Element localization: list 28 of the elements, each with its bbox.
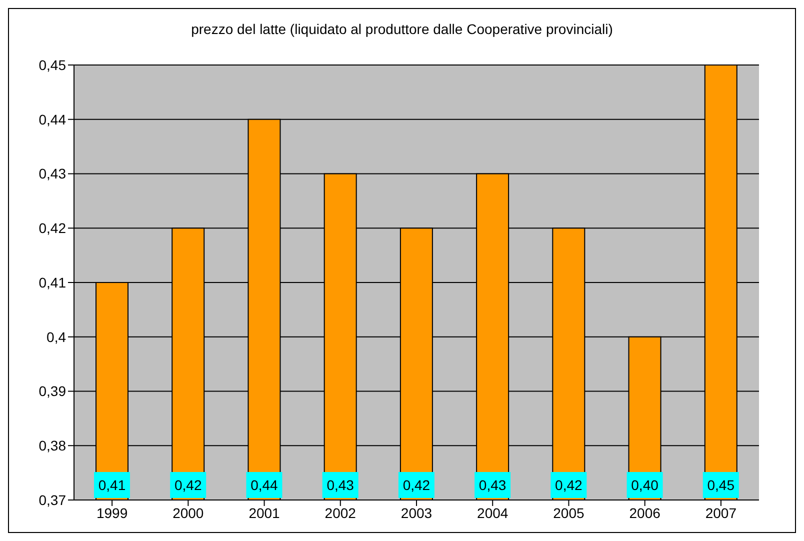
x-tick-label: 2007 xyxy=(705,504,737,521)
y-tick-label: 0,41 xyxy=(38,274,66,290)
x-tick-label: 2006 xyxy=(629,504,661,521)
data-label: 0,40 xyxy=(631,477,659,493)
y-tick-label: 0,37 xyxy=(38,492,66,508)
x-tick-label: 2002 xyxy=(324,504,356,521)
data-label: 0,41 xyxy=(98,477,126,493)
y-tick-label: 0,39 xyxy=(38,383,66,400)
y-tick-label: 0,4 xyxy=(46,328,66,345)
x-tick-label: 2001 xyxy=(248,504,280,521)
x-tick-label: 2005 xyxy=(553,504,585,521)
data-label: 0,45 xyxy=(707,477,735,493)
data-label: 0,43 xyxy=(478,477,506,493)
y-tick-label: 0,44 xyxy=(38,111,66,128)
data-label: 0,42 xyxy=(555,477,583,493)
chart-title: prezzo del latte (liquidato al produttore dalle Cooperative provinciali) xyxy=(190,20,614,39)
data-label: 0,42 xyxy=(402,477,430,493)
y-tick-label: 0,38 xyxy=(38,438,66,454)
x-tick-label: 2003 xyxy=(400,504,432,521)
data-label: 0,43 xyxy=(326,477,354,493)
data-label: 0,44 xyxy=(250,477,278,493)
y-tick-label: 0,42 xyxy=(38,220,66,236)
data-label: 0,42 xyxy=(174,477,202,493)
y-tick-label: 0,43 xyxy=(38,166,66,182)
x-tick-label: 1999 xyxy=(96,504,128,521)
x-tick-label: 2004 xyxy=(477,504,508,521)
y-tick-label: 0,45 xyxy=(38,56,66,73)
x-tick-label: 2000 xyxy=(172,504,204,521)
